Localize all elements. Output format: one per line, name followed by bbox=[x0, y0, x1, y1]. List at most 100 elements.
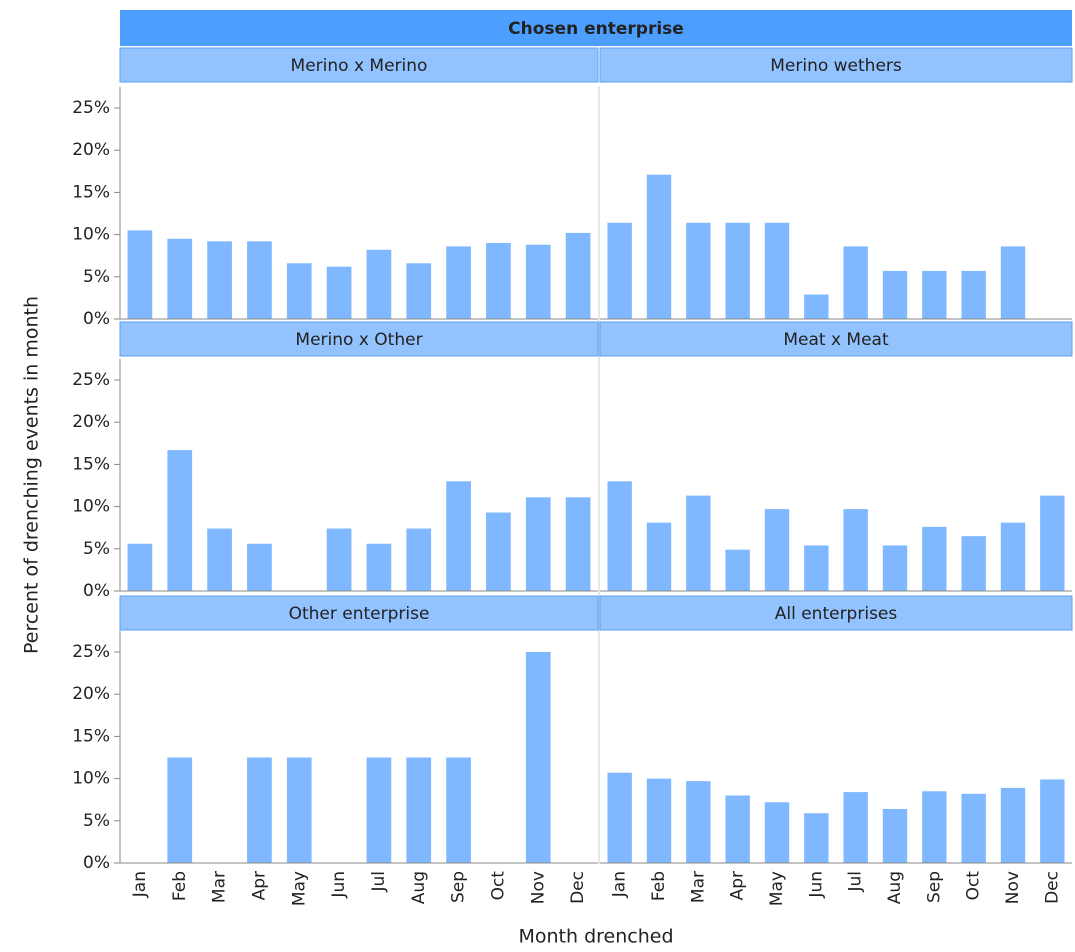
x-tick-label: Feb bbox=[170, 871, 190, 901]
bar bbox=[1000, 246, 1026, 319]
bar bbox=[607, 222, 632, 319]
bar bbox=[525, 652, 551, 863]
x-tick-label: Apr bbox=[249, 871, 269, 900]
x-tick-label: Nov bbox=[1003, 871, 1023, 904]
x-tick-label: Mar bbox=[688, 871, 708, 903]
bar bbox=[127, 230, 153, 319]
x-tick-label: Aug bbox=[885, 871, 905, 904]
bar bbox=[446, 481, 471, 591]
x-tick-label: Jan bbox=[610, 871, 630, 898]
x-tick-label: Sep bbox=[449, 871, 469, 903]
bar bbox=[366, 543, 392, 591]
bar bbox=[922, 791, 947, 863]
bar bbox=[922, 526, 947, 591]
bar bbox=[725, 795, 750, 863]
y-tick-label: 15% bbox=[72, 182, 110, 202]
y-tick-label: 15% bbox=[72, 454, 110, 474]
bar bbox=[406, 757, 432, 863]
panel-header bbox=[599, 47, 1073, 83]
x-tick-label: Sep bbox=[924, 871, 944, 903]
panel-title: Merino x Merino bbox=[291, 56, 428, 76]
panel-header bbox=[119, 321, 599, 357]
y-tick-label: 0% bbox=[83, 853, 110, 873]
x-tick-label: Jan bbox=[130, 871, 150, 898]
bar bbox=[843, 792, 868, 863]
bar bbox=[247, 241, 272, 319]
bar bbox=[1040, 495, 1065, 591]
bar bbox=[446, 246, 471, 319]
x-tick-label: Dec bbox=[568, 871, 588, 904]
y-tick-label: 20% bbox=[72, 140, 110, 160]
bar bbox=[446, 757, 471, 863]
bar bbox=[961, 793, 986, 863]
bar bbox=[247, 543, 272, 591]
bar bbox=[686, 781, 711, 863]
y-tick-label: 0% bbox=[83, 581, 110, 601]
panel-title: Merino wethers bbox=[770, 56, 902, 76]
bar bbox=[1000, 787, 1026, 863]
bar bbox=[247, 757, 272, 863]
bar bbox=[725, 549, 750, 591]
x-tick-label: Apr bbox=[728, 871, 748, 900]
bar bbox=[607, 481, 632, 591]
x-tick-label: Feb bbox=[649, 871, 669, 901]
x-axis-label: Month drenched bbox=[518, 926, 673, 948]
bar bbox=[486, 243, 511, 319]
panel-header bbox=[119, 595, 599, 631]
bar bbox=[882, 270, 908, 319]
bar bbox=[764, 222, 790, 319]
bar bbox=[207, 241, 232, 319]
bar bbox=[286, 757, 312, 863]
bar bbox=[961, 536, 986, 591]
bar bbox=[326, 528, 352, 591]
bar bbox=[961, 270, 986, 319]
x-tick-label: Aug bbox=[409, 871, 429, 904]
y-axis-label: Percent of drenching events in month bbox=[21, 296, 43, 654]
bar bbox=[804, 545, 829, 591]
bar bbox=[922, 270, 947, 319]
bar bbox=[565, 232, 591, 319]
bar bbox=[286, 263, 312, 319]
x-tick-label: May bbox=[289, 871, 309, 906]
y-tick-label: 5% bbox=[83, 811, 110, 831]
x-tick-label: Oct bbox=[964, 871, 984, 901]
y-tick-label: 20% bbox=[72, 412, 110, 432]
bar bbox=[406, 528, 432, 591]
panel-title: Merino x Other bbox=[295, 330, 422, 350]
bar bbox=[525, 497, 551, 591]
bar bbox=[1000, 522, 1026, 591]
panel-title: All enterprises bbox=[775, 604, 898, 624]
y-tick-label: 5% bbox=[83, 539, 110, 559]
bar bbox=[804, 813, 829, 863]
y-tick-label: 10% bbox=[72, 225, 110, 245]
y-tick-label: 25% bbox=[72, 98, 110, 118]
bar bbox=[686, 495, 711, 591]
x-tick-label: Jul bbox=[846, 871, 866, 893]
panel-header bbox=[599, 321, 1073, 357]
x-tick-label: Oct bbox=[488, 871, 508, 901]
panel-title: Meat x Meat bbox=[783, 330, 889, 350]
bar bbox=[406, 263, 432, 319]
y-tick-label: 10% bbox=[72, 769, 110, 789]
bar bbox=[764, 509, 790, 591]
bar bbox=[167, 238, 193, 319]
bar bbox=[167, 757, 193, 863]
bar bbox=[804, 294, 829, 319]
x-tick-label: May bbox=[767, 871, 787, 906]
bar bbox=[366, 757, 392, 863]
bar bbox=[646, 522, 672, 591]
panel-header bbox=[599, 595, 1073, 631]
bar bbox=[686, 222, 711, 319]
x-tick-label: Mar bbox=[210, 871, 230, 903]
bar bbox=[1040, 779, 1065, 863]
panel-header bbox=[119, 47, 599, 83]
y-tick-label: 20% bbox=[72, 684, 110, 704]
header-bar bbox=[120, 10, 1072, 46]
y-tick-label: 5% bbox=[83, 267, 110, 287]
x-tick-label: Jul bbox=[369, 871, 389, 893]
bar bbox=[366, 249, 392, 319]
panel-title: Other enterprise bbox=[289, 604, 430, 624]
bar bbox=[326, 266, 352, 319]
bar bbox=[607, 772, 632, 863]
